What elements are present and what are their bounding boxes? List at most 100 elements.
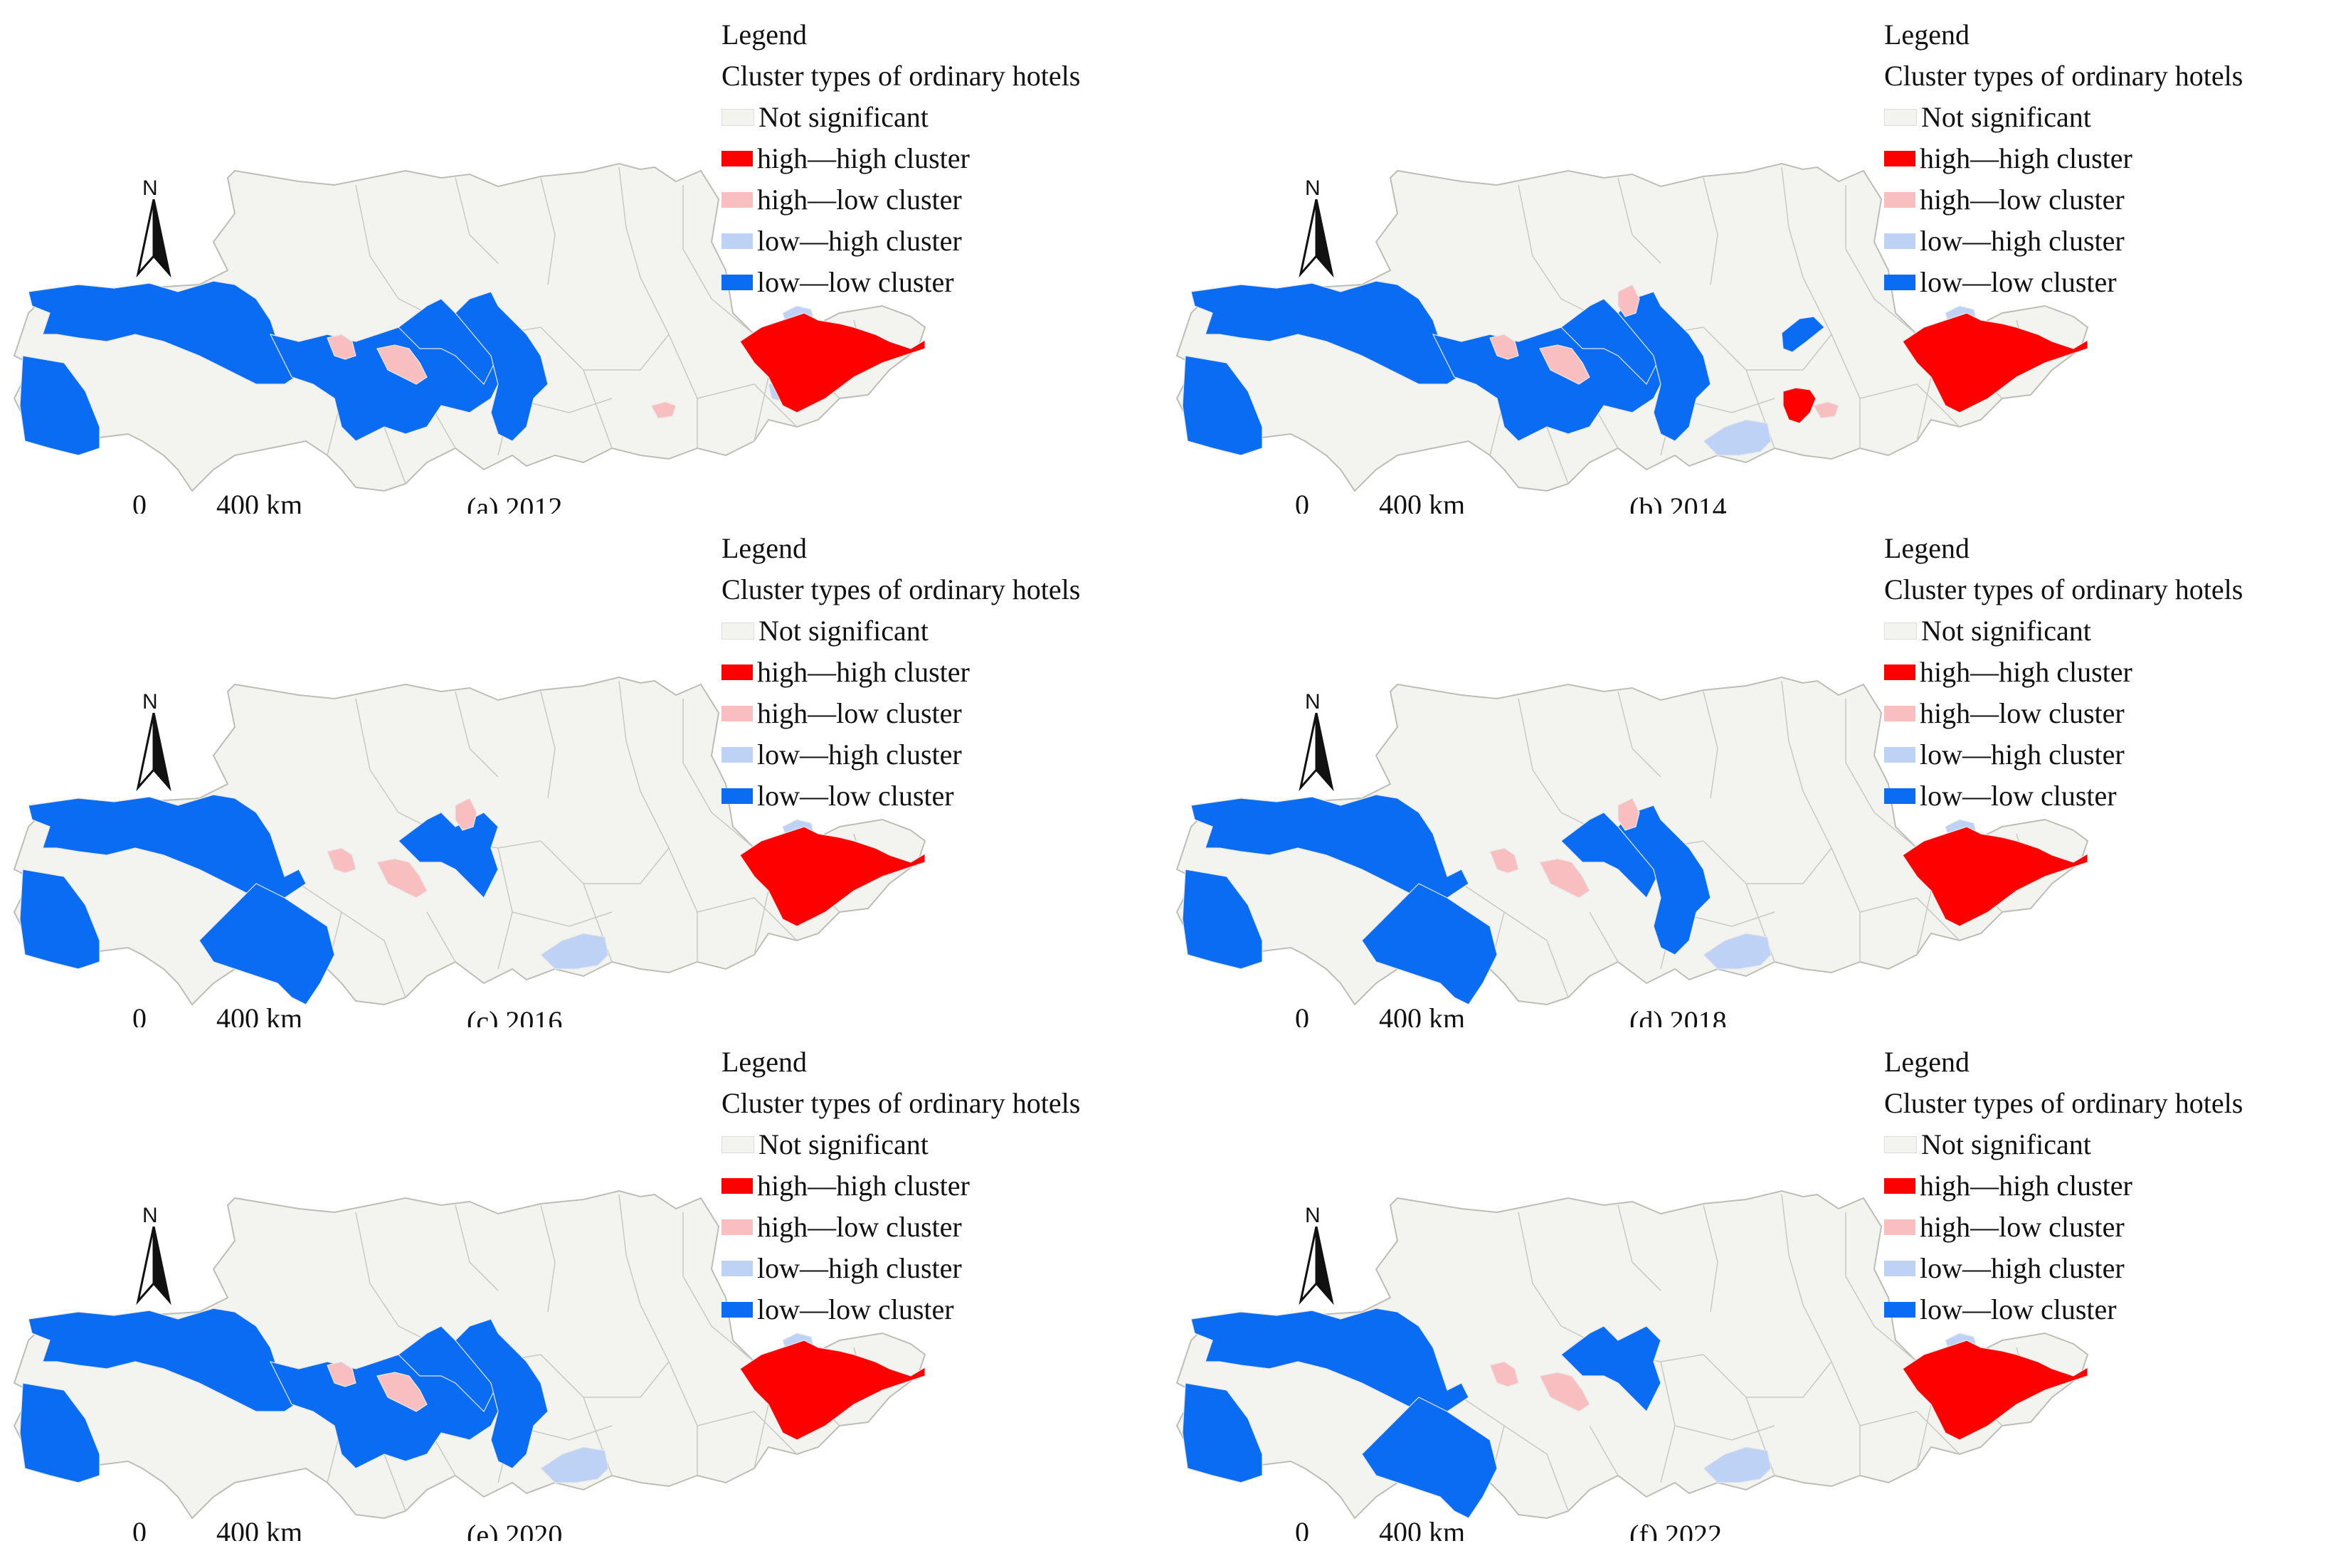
legend-label: high—high cluster (1920, 656, 2132, 688)
region-hh-hh-shandong (739, 826, 926, 927)
region-boundary (1873, 812, 1918, 849)
region-boundary (1873, 1325, 1918, 1362)
region-boundary (1845, 185, 1875, 300)
region-map (13, 1190, 926, 1520)
region-boundary (355, 184, 399, 300)
north-arrow: N (1295, 1204, 1338, 1305)
north-arrow: N (1295, 690, 1338, 791)
region-hl-hl-b (1539, 1372, 1590, 1412)
region-hl-hl-a (1489, 1361, 1519, 1387)
region-boundary (1617, 177, 1661, 264)
region-ll-tibet-w (19, 1382, 100, 1483)
region-boundary (1859, 1411, 1960, 1455)
region-boundary (1781, 166, 1804, 278)
region-boundary (540, 1204, 556, 1313)
legend-subtitle: Cluster types of ordinary hotels (1884, 60, 2243, 92)
legend-item: high—low cluster (721, 1207, 1080, 1248)
legend-subtitle: Cluster types of ordinary hotels (1884, 1087, 2243, 1119)
region-boundary (1781, 1194, 1804, 1305)
legend-heading: Legend (1884, 18, 1970, 51)
north-label: N (1305, 1204, 1321, 1227)
legend-label: low—low cluster (1920, 266, 2117, 298)
legend-swatch (721, 747, 753, 763)
legend-item: low—low cluster (1884, 1289, 2243, 1330)
north-arrow-icon (136, 1227, 171, 1305)
region-hl-hl-c (1813, 401, 1839, 419)
region-boundary (1859, 383, 1960, 428)
region-ll-xinjiang (1190, 1308, 1469, 1412)
north-arrow-icon (1299, 1227, 1334, 1305)
region-ll-gansu-w (1560, 1325, 1661, 1413)
legend-label: low—high cluster (1920, 738, 2125, 770)
north-arrow: N (132, 176, 175, 277)
north-arrow: N (132, 1204, 175, 1305)
region-boundary (697, 1411, 798, 1455)
map-panel-2022: N 0 400 km Legend Cluster types of ordin… (1163, 1027, 2325, 1541)
north-arrow-icon (136, 199, 171, 277)
legend-item: high—low cluster (1884, 1207, 2243, 1248)
region-ll-gansu-w (398, 812, 499, 899)
region-ll-tibet-w (1182, 355, 1263, 456)
region-hh-hh-shandong (1902, 312, 2088, 413)
region-hh-hh-shandong (739, 1340, 926, 1441)
map-panel-2014: N 0 400 km Legend Cluster types of ordin… (1163, 0, 2325, 514)
region-boundary (1674, 1425, 1775, 1441)
legend-swatch (1884, 1261, 1915, 1276)
region-map (1175, 676, 2089, 1006)
legend: Legend Cluster types of ordinary hotels … (1884, 14, 2243, 303)
region-boundary (1781, 680, 1804, 792)
scale-zero: 0 (132, 489, 147, 514)
region-boundary (355, 698, 399, 813)
legend-item: low—low cluster (721, 1289, 1080, 1330)
scale-zero: 0 (1295, 1516, 1309, 1541)
region-hl-hl-a (327, 1361, 356, 1387)
region-lh-lh-henan (540, 1446, 609, 1483)
legend-label: high—low cluster (1920, 184, 2125, 216)
region-ll-qinghai-s (1361, 1397, 1498, 1519)
legend-label: high—high cluster (1920, 1170, 2132, 1202)
region-hh-hh-shandong (739, 312, 926, 413)
region-boundary (618, 680, 641, 792)
legend-swatch (1884, 1136, 1917, 1153)
north-arrow-icon (136, 713, 171, 791)
legend-label: high—high cluster (757, 656, 970, 688)
legend-label: low—high cluster (1920, 1252, 2125, 1284)
legend-item: high—high cluster (1884, 138, 2243, 179)
scale-zero: 0 (132, 1002, 147, 1027)
region-hl-hl-b (376, 344, 428, 385)
region-hl-hl-d (1617, 284, 1640, 317)
panel-caption: (b) 2014 (1629, 492, 1727, 514)
region-hl-hl-a (1489, 334, 1519, 360)
scale-end: 400 km (216, 489, 303, 514)
scale-bar: 0 400 km (1295, 488, 1480, 514)
region-boundary (1845, 699, 1875, 813)
scale-bar: 0 400 km (132, 1002, 317, 1027)
region-hl-hl-d (1617, 798, 1640, 831)
region-map (1175, 1190, 2089, 1520)
legend-item: high—high cluster (721, 138, 1080, 179)
legend-item: Not significant (1884, 97, 2243, 138)
scale-end: 400 km (216, 1002, 303, 1027)
legend-swatch (721, 1136, 754, 1153)
region-boundary (455, 1204, 499, 1291)
legend: Legend Cluster types of ordinary hotels … (721, 528, 1080, 817)
scale-bar: 0 400 km (132, 1515, 317, 1541)
panel-caption: (c) 2016 (467, 1005, 563, 1027)
legend-swatch (721, 1219, 753, 1235)
legend-label: Not significant (1921, 1128, 2091, 1160)
legend-swatch (1884, 275, 1915, 290)
region-boundary (1845, 1212, 1875, 1327)
legend-swatch (1884, 788, 1915, 804)
north-label: N (142, 176, 158, 200)
region-ll-tibet-w (19, 869, 100, 970)
region-boundary (1802, 790, 1861, 962)
region-boundary (1589, 911, 1619, 963)
region-boundary (1617, 1204, 1661, 1291)
north-label: N (1305, 690, 1321, 714)
legend-label: low—high cluster (757, 738, 962, 770)
panel-caption: (e) 2020 (467, 1519, 563, 1541)
legend-swatch (1884, 1178, 1915, 1194)
region-boundary (341, 911, 406, 998)
legend-swatch (721, 664, 753, 680)
scale-zero: 0 (1295, 1002, 1309, 1027)
